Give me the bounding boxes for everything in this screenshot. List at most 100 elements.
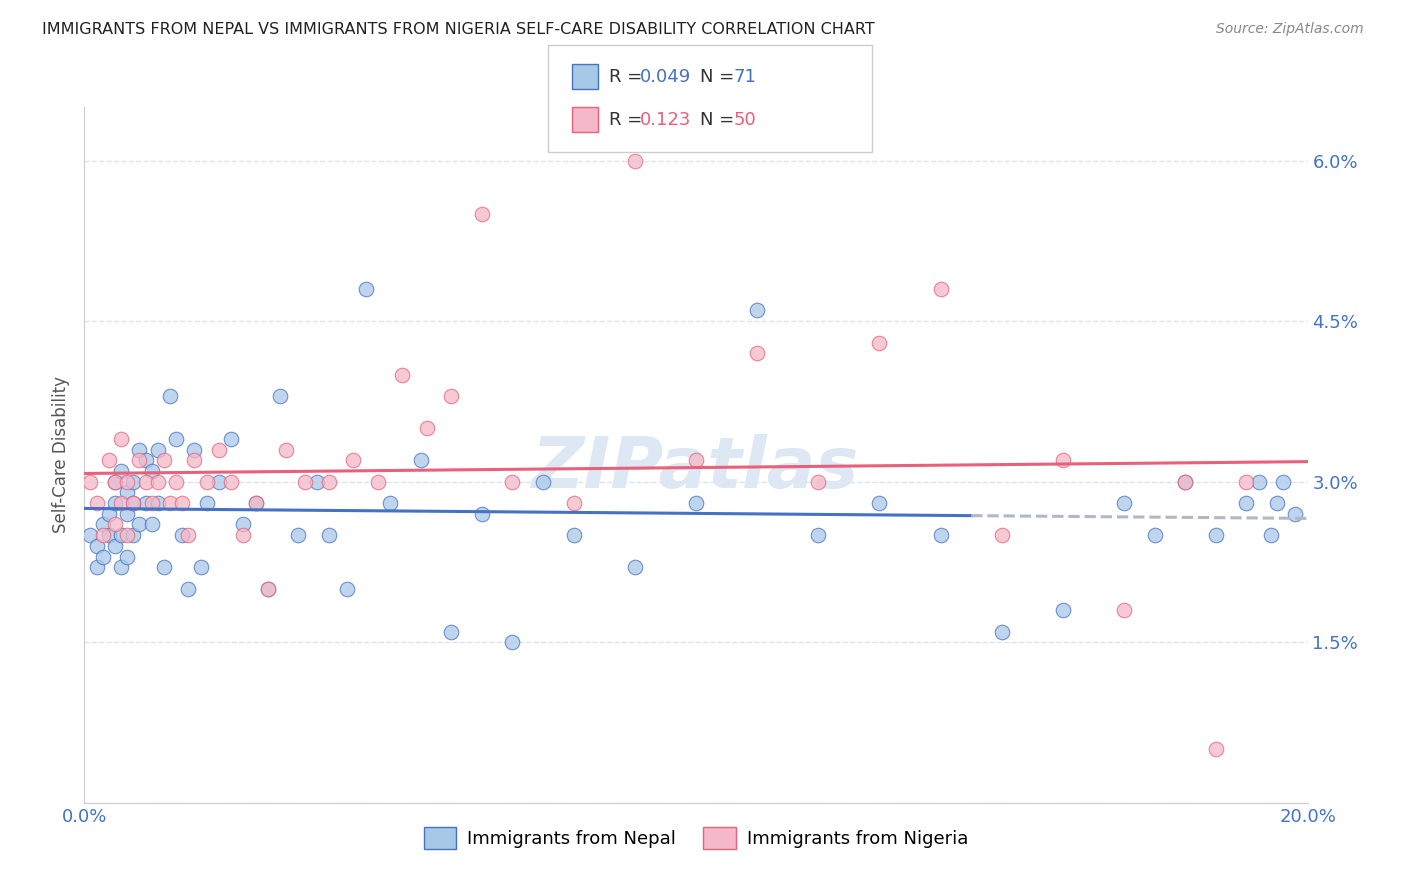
Point	[305, 475, 328, 489]
Point	[245, 496, 267, 510]
Point	[1174, 475, 1197, 489]
Point	[122, 496, 145, 510]
Point	[79, 475, 101, 489]
Point	[153, 453, 176, 467]
Point	[172, 528, 194, 542]
Point	[159, 496, 181, 510]
Point	[141, 517, 163, 532]
Point	[342, 453, 364, 467]
Point	[115, 507, 138, 521]
Y-axis label: Self-Care Disability: Self-Care Disability	[52, 376, 70, 533]
Point	[128, 517, 150, 532]
Point	[294, 475, 316, 489]
Point	[190, 560, 212, 574]
Text: 0.123: 0.123	[640, 111, 692, 128]
Point	[104, 517, 127, 532]
Point	[97, 507, 120, 521]
Point	[747, 346, 769, 360]
Point	[1114, 496, 1136, 510]
Point	[115, 485, 138, 500]
Point	[471, 207, 494, 221]
Point	[135, 475, 157, 489]
Point	[177, 582, 200, 596]
Point	[1052, 453, 1074, 467]
Point	[159, 389, 181, 403]
Point	[929, 282, 952, 296]
Point	[122, 496, 145, 510]
Point	[269, 389, 291, 403]
Point	[232, 517, 254, 532]
Point	[416, 421, 439, 435]
Point	[165, 475, 187, 489]
Point	[146, 475, 169, 489]
Point	[115, 528, 138, 542]
Text: 50: 50	[734, 111, 756, 128]
Text: R =: R =	[609, 111, 648, 128]
Point	[991, 528, 1014, 542]
Point	[318, 528, 340, 542]
Point	[929, 528, 952, 542]
Point	[91, 517, 114, 532]
Point	[624, 153, 647, 168]
Point	[1114, 603, 1136, 617]
Point	[141, 464, 163, 478]
Point	[97, 453, 120, 467]
Point	[91, 549, 114, 564]
Point	[502, 475, 524, 489]
Point	[245, 496, 267, 510]
Point	[115, 475, 138, 489]
Point	[367, 475, 389, 489]
Point	[1052, 603, 1074, 617]
Point	[165, 432, 187, 446]
Text: 71: 71	[734, 68, 756, 86]
Point	[104, 475, 127, 489]
Point	[1143, 528, 1166, 542]
Point	[219, 432, 242, 446]
Point	[747, 303, 769, 318]
Point	[128, 442, 150, 457]
Point	[440, 389, 463, 403]
Point	[232, 528, 254, 542]
Text: R =: R =	[609, 68, 648, 86]
Point	[1260, 528, 1282, 542]
Point	[869, 496, 891, 510]
Text: Source: ZipAtlas.com: Source: ZipAtlas.com	[1216, 22, 1364, 37]
Text: 0.049: 0.049	[640, 68, 690, 86]
Text: N =: N =	[700, 111, 740, 128]
Point	[257, 582, 280, 596]
Point	[195, 475, 218, 489]
Point	[183, 442, 205, 457]
Point	[79, 528, 101, 542]
Point	[1174, 475, 1197, 489]
Point	[110, 496, 132, 510]
Point	[380, 496, 402, 510]
Point	[391, 368, 413, 382]
Text: IMMIGRANTS FROM NEPAL VS IMMIGRANTS FROM NIGERIA SELF-CARE DISABILITY CORRELATIO: IMMIGRANTS FROM NEPAL VS IMMIGRANTS FROM…	[42, 22, 875, 37]
Point	[1284, 507, 1306, 521]
Point	[86, 539, 108, 553]
Point	[1205, 528, 1227, 542]
Point	[991, 624, 1014, 639]
Point	[471, 507, 494, 521]
Point	[1236, 496, 1258, 510]
Point	[135, 453, 157, 467]
Point	[146, 496, 169, 510]
Point	[115, 549, 138, 564]
Legend: Immigrants from Nepal, Immigrants from Nigeria: Immigrants from Nepal, Immigrants from N…	[416, 820, 976, 856]
Point	[208, 442, 231, 457]
Point	[104, 496, 127, 510]
Point	[1272, 475, 1295, 489]
Point	[318, 475, 340, 489]
Point	[807, 528, 830, 542]
Point	[624, 560, 647, 574]
Point	[183, 453, 205, 467]
Point	[502, 635, 524, 649]
Point	[287, 528, 309, 542]
Point	[531, 475, 554, 489]
Point	[276, 442, 298, 457]
Point	[104, 539, 127, 553]
Point	[208, 475, 231, 489]
Point	[562, 528, 585, 542]
Point	[86, 496, 108, 510]
Point	[257, 582, 280, 596]
